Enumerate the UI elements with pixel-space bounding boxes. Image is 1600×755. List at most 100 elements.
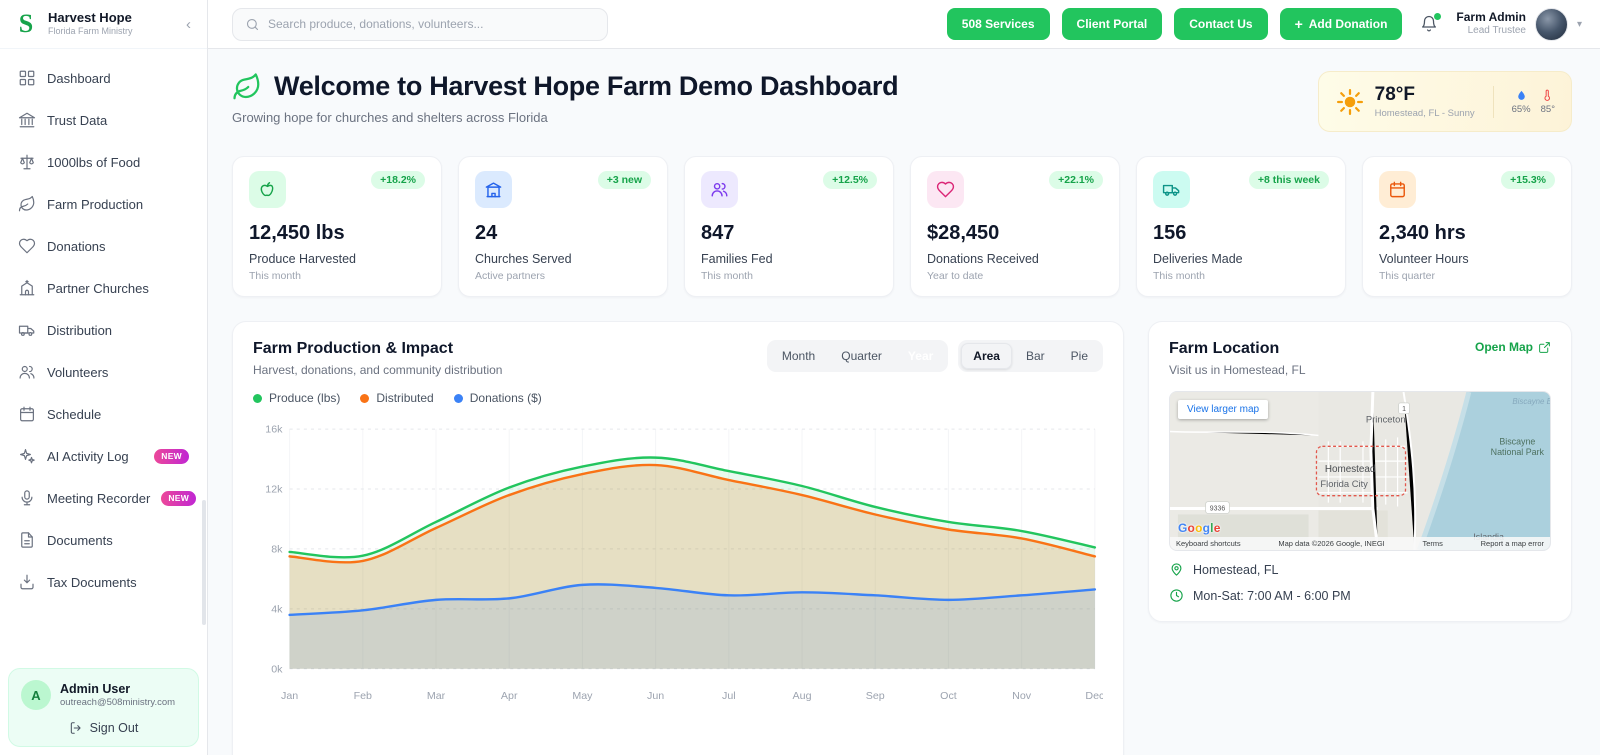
sidebar-item-meeting-recorder[interactable]: Meeting Recorder NEW [8,477,199,519]
sidebar: S Harvest Hope Florida Farm Ministry ‹ D… [0,0,208,755]
sidebar-item-trust-data[interactable]: Trust Data [8,99,199,141]
map-graphic: 1 9336 Princeton Homestead Florida City … [1170,392,1550,550]
sign-out-icon [70,722,81,734]
tab-area[interactable]: Area [961,343,1012,369]
notifications-bell[interactable] [1420,13,1442,33]
stat-label: Families Fed [701,252,773,266]
church-icon [475,171,512,208]
tab-bar[interactable]: Bar [1014,343,1057,369]
period-tabs: Month Quarter Year [766,340,949,372]
stat-deliveries-made[interactable]: +8 this week 156 Deliveries Made This mo… [1136,156,1346,297]
external-link-icon [1539,341,1550,353]
stat-value: 2,340 hrs [1379,222,1466,244]
map-report-error-link[interactable]: Report a map error [1480,539,1544,548]
chart-title: Farm Production & Impact [253,340,454,357]
page-title: Welcome to Harvest Hope Farm Demo Dashbo… [274,71,899,101]
sidebar-item-ai-activity-log[interactable]: AI Activity Log NEW [8,435,199,477]
plus-icon: + [1294,16,1303,32]
sidebar-item-distribution[interactable]: Distribution [8,309,199,351]
stat-families-fed[interactable]: +12.5% 847 Families Fed This month [684,156,894,297]
sidebar-item-donations[interactable]: Donations [8,225,199,267]
sidebar-item-partner-churches[interactable]: Partner Churches [8,267,199,309]
tab-year[interactable]: Year [896,343,945,369]
sidebar-item-documents[interactable]: Documents [8,519,199,561]
tab-pie[interactable]: Pie [1059,343,1100,369]
stat-produce-harvested[interactable]: +18.2% 12,450 lbs Produce Harvested This… [232,156,442,297]
tab-quarter[interactable]: Quarter [829,343,894,369]
stat-sub: This month [1153,270,1205,282]
map-label-park-2: National Park [1491,447,1545,457]
contact-us-button[interactable]: Contact Us [1174,8,1268,40]
truck-icon [18,325,35,336]
sidebar-item-label: Schedule [47,406,102,422]
download-icon [20,574,34,590]
map-label-princeton: Princeton [1366,414,1406,425]
route-9336-badge: 9336 [1210,506,1226,513]
map-label-florida-city: Florida City [1320,478,1368,489]
stat-label: Produce Harvested [249,252,357,266]
svg-text:Nov: Nov [1012,690,1032,702]
stat-cards-row: +18.2% 12,450 lbs Produce Harvested This… [232,156,1572,297]
map-terms-link[interactable]: Terms [1422,539,1443,548]
area-chart: 0k 4k 8k 12k 16k Jan Feb Mar Apr May Jun Jul Aug Sep O… [265,424,1103,702]
map-keyboard-shortcuts-link[interactable]: Keyboard shortcuts [1176,539,1241,548]
stat-label: Volunteer Hours [1379,252,1469,266]
sun-icon [1336,88,1363,115]
admin-user-card: A Admin User outreach@508ministry.com Si… [8,668,199,747]
stat-value: 156 [1153,222,1187,244]
sidebar-item-farm-production[interactable]: Farm Production [8,183,199,225]
stat-churches-served[interactable]: +3 new 24 Churches Served Active partner… [458,156,668,297]
map-label-bay: Biscayne Ba [1512,397,1550,406]
stat-volunteer-hours[interactable]: +15.3% 2,340 hrs Volunteer Hours This qu… [1362,156,1572,297]
svg-text:16k: 16k [265,424,283,436]
avatar: A [21,680,51,710]
svg-text:Aug: Aug [793,690,812,702]
stat-sub: This month [249,270,301,282]
location-subtitle: Visit us in Homestead, FL [1169,363,1306,377]
map-attribution: Keyboard shortcuts Map data ©2026 Google… [1170,537,1550,550]
client-portal-button[interactable]: Client Portal [1061,8,1163,40]
sidebar-item-tax-documents[interactable]: Tax Documents [8,561,199,603]
open-map-link[interactable]: Open Map [1475,340,1551,354]
sign-out-label: Sign Out [89,721,139,735]
farm-hours-row: Mon-Sat: 7:00 AM - 6:00 PM [1169,588,1551,603]
view-larger-map-button[interactable]: View larger map [1178,400,1269,419]
weather-high: 85° [1541,89,1555,115]
search-input[interactable] [268,17,595,31]
sidebar-item-dashboard[interactable]: Dashboard [8,57,199,99]
sidebar-scrollbar[interactable] [202,500,206,625]
sidebar-collapse-icon[interactable]: ‹ [186,15,191,33]
svg-text:May: May [572,690,593,702]
header-user-role: Lead Trustee [1467,25,1526,37]
add-donation-button[interactable]: + Add Donation [1279,8,1403,40]
sidebar-item-1000lbs-of-food[interactable]: 1000lbs of Food [8,141,199,183]
google-map-embed[interactable]: 1 9336 Princeton Homestead Florida City … [1169,391,1551,551]
weather-widget: 78°F Homestead, FL - Sunny 65% 85° [1317,71,1572,132]
google-logo[interactable]: Google [1178,521,1221,535]
search-bar[interactable] [232,7,608,41]
sidebar-item-volunteers[interactable]: Volunteers [8,351,199,393]
svg-text:Oct: Oct [940,690,957,702]
user-email: outreach@508ministry.com [60,697,176,708]
sidebar-item-label: Tax Documents [47,574,137,590]
produce-icon [249,171,286,208]
services-button[interactable]: 508 Services [946,8,1050,40]
weather-location: Homestead, FL - Sunny [1374,108,1475,119]
welcome-block: Welcome to Harvest Hope Farm Demo Dashbo… [232,71,899,125]
farm-location-card: Farm Location Visit us in Homestead, FL … [1148,321,1572,622]
app-name: Harvest Hope [48,10,132,26]
thermometer-icon [1544,89,1551,101]
sidebar-item-schedule[interactable]: Schedule [8,393,199,435]
sign-out-button[interactable]: Sign Out [21,721,186,735]
svg-text:Jul: Jul [722,690,736,702]
stat-sub: This month [701,270,753,282]
stat-donations-received[interactable]: +22.1% $28,450 Donations Received Year t… [910,156,1120,297]
top-header: 508 Services Client Portal Contact Us + … [208,0,1600,49]
sidebar-nav: Dashboard Trust Data 1000lbs of Food Far… [0,49,207,660]
tab-month[interactable]: Month [770,343,827,369]
dashboard-content: Welcome to Harvest Hope Farm Demo Dashbo… [208,49,1600,755]
app-tagline: Florida Farm Ministry [48,26,133,37]
heart-icon [18,238,36,254]
user-menu[interactable]: Farm Admin Lead Trustee ▾ [1456,7,1582,41]
